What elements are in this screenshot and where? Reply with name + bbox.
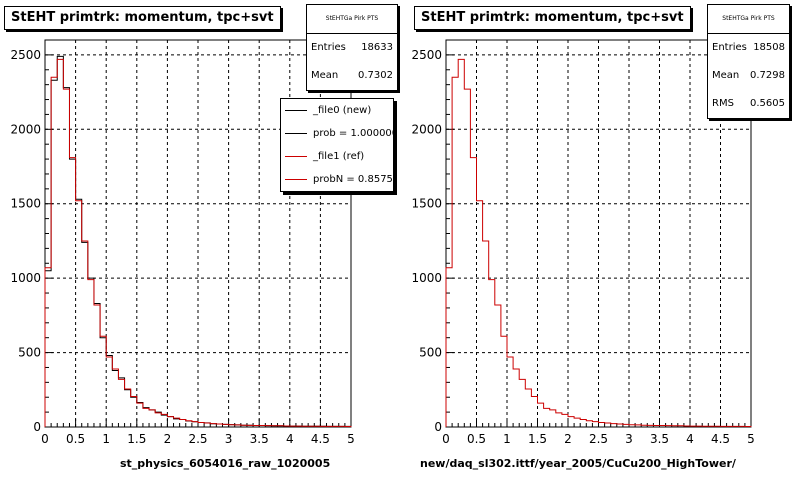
x-tick-label: 5 bbox=[347, 432, 355, 446]
left-stats-box[interactable]: StEHTGa Pirk PTS Entries 18633 Mean 0.73… bbox=[306, 4, 398, 91]
y-tick-label: 500 bbox=[18, 346, 41, 360]
x-tick-label: 0.5 bbox=[467, 432, 486, 446]
legend-line-icon bbox=[285, 133, 307, 134]
x-tick-label: 0.5 bbox=[66, 432, 85, 446]
x-tick-label: 1.5 bbox=[127, 432, 146, 446]
right-stats-mean: Mean 0.7298 bbox=[708, 62, 789, 90]
y-tick-label: 0 bbox=[33, 420, 41, 434]
x-tick-label: 0 bbox=[41, 432, 49, 446]
legend-label: _file1 (ref) bbox=[313, 151, 365, 162]
right-stats-entries-label: Entries bbox=[712, 42, 747, 53]
left-stats-mean-value: 0.7302 bbox=[358, 70, 393, 81]
y-tick-label: 2500 bbox=[10, 48, 41, 62]
right-x-axis-label: new/daq_sl302.ittf/year_2005/CuCu200_Hig… bbox=[420, 457, 736, 470]
right-stats-entries-value: 18508 bbox=[753, 42, 785, 53]
legend-label: prob = 1.000000 bbox=[313, 128, 394, 139]
x-tick-label: 4 bbox=[286, 432, 294, 446]
x-tick-label: 4 bbox=[686, 432, 694, 446]
x-tick-label: 0 bbox=[442, 432, 450, 446]
left-stats-entries: Entries 18633 bbox=[307, 34, 397, 62]
y-tick-label: 1500 bbox=[10, 197, 41, 211]
x-tick-label: 1 bbox=[102, 432, 110, 446]
histogram-series bbox=[445, 58, 752, 428]
left-stats-entries-value: 18633 bbox=[361, 42, 393, 53]
right-stats-rms: RMS 0.5605 bbox=[708, 90, 789, 118]
histogram-series bbox=[44, 58, 352, 428]
x-tick-label: 2 bbox=[164, 432, 172, 446]
right-stats-rms-value: 0.5605 bbox=[750, 98, 785, 109]
x-tick-label: 3 bbox=[625, 432, 633, 446]
legend-entry-probn: probN = 0.857591 bbox=[281, 168, 393, 191]
right-stats-box[interactable]: StEHTGa Pirk PTS Entries 18508 Mean 0.72… bbox=[707, 4, 790, 119]
legend-label: probN = 0.857591 bbox=[313, 174, 393, 185]
right-stats-name: StEHTGa Pirk PTS bbox=[708, 5, 789, 34]
x-tick-label: 5 bbox=[747, 432, 755, 446]
legend-line-icon bbox=[285, 179, 307, 180]
legend-entry-file0: _file0 (new) bbox=[281, 99, 393, 122]
legend-entry-file1: _file1 (ref) bbox=[281, 145, 393, 168]
left-legend[interactable]: _file0 (new) prob = 1.000000 _file1 (ref… bbox=[280, 98, 394, 192]
legend-line-icon bbox=[285, 156, 307, 157]
x-tick-label: 2.5 bbox=[589, 432, 608, 446]
legend-entry-prob: prob = 1.000000 bbox=[281, 122, 393, 145]
y-tick-label: 1000 bbox=[411, 271, 442, 285]
right-stats-mean-value: 0.7298 bbox=[750, 70, 785, 81]
y-tick-label: 2000 bbox=[10, 122, 41, 136]
right-chart-title: StEHT primtrk: momentum, tpc+svt bbox=[414, 6, 691, 30]
x-tick-label: 3.5 bbox=[250, 432, 269, 446]
right-stats-entries: Entries 18508 bbox=[708, 34, 789, 62]
left-x-axis-label: st_physics_6054016_raw_1020005 bbox=[120, 457, 331, 470]
x-tick-label: 2 bbox=[564, 432, 572, 446]
x-tick-label: 4.5 bbox=[311, 432, 330, 446]
y-tick-label: 2500 bbox=[411, 48, 442, 62]
y-tick-label: 2000 bbox=[411, 122, 442, 136]
x-tick-label: 2.5 bbox=[188, 432, 207, 446]
y-tick-label: 500 bbox=[419, 346, 442, 360]
x-tick-label: 3 bbox=[225, 432, 233, 446]
left-stats-mean: Mean 0.7302 bbox=[307, 62, 397, 90]
y-tick-label: 1500 bbox=[411, 197, 442, 211]
x-tick-label: 4.5 bbox=[711, 432, 730, 446]
legend-label: _file0 (new) bbox=[313, 105, 372, 116]
legend-line-icon bbox=[285, 110, 307, 111]
y-tick-label: 1000 bbox=[10, 271, 41, 285]
x-tick-label: 3.5 bbox=[650, 432, 669, 446]
x-tick-label: 1 bbox=[503, 432, 511, 446]
left-stats-name: StEHTGa Pirk PTS bbox=[307, 5, 397, 34]
y-tick-label: 0 bbox=[434, 420, 442, 434]
left-stats-entries-label: Entries bbox=[311, 42, 346, 53]
left-stats-mean-label: Mean bbox=[311, 70, 339, 81]
right-stats-mean-label: Mean bbox=[712, 70, 740, 81]
left-chart-title: StEHT primtrk: momentum, tpc+svt bbox=[4, 6, 281, 30]
x-tick-label: 1.5 bbox=[528, 432, 547, 446]
right-stats-rms-label: RMS bbox=[712, 98, 734, 109]
